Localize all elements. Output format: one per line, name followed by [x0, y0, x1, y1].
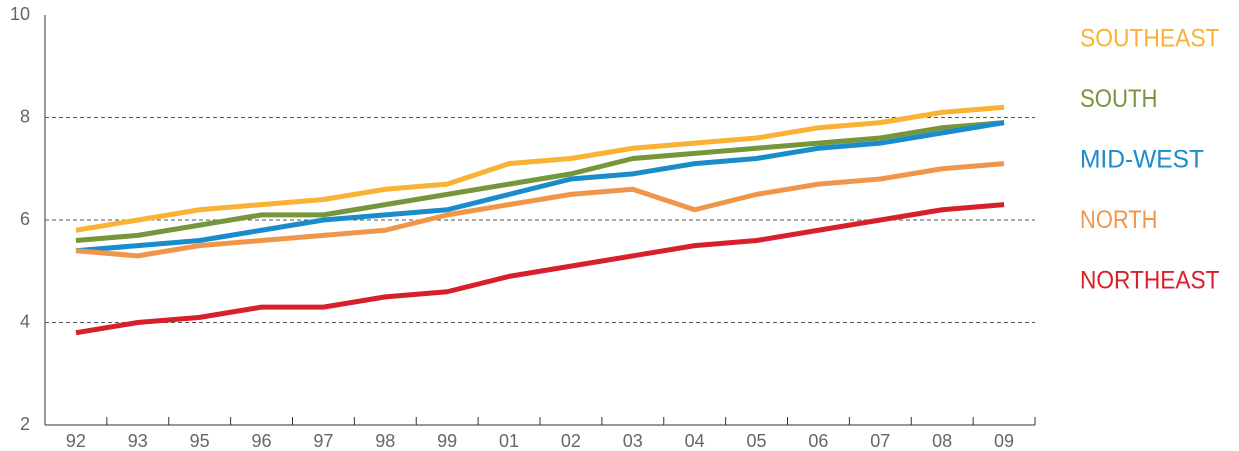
- x-tick-label: 09: [994, 431, 1014, 451]
- line-series: [75, 104, 1005, 233]
- x-tick-label: 96: [252, 431, 272, 451]
- legend-label: SOUTHEAST: [1080, 25, 1220, 53]
- line-series: [75, 120, 1005, 243]
- y-tick-label: 8: [20, 106, 30, 126]
- legend-label: NORTH: [1080, 206, 1158, 234]
- x-tick-label: 93: [128, 431, 148, 451]
- y-tick-label: 6: [20, 209, 30, 229]
- x-tick-label: 07: [870, 431, 890, 451]
- x-tick-label: 08: [932, 431, 952, 451]
- x-tick-label: 05: [747, 431, 767, 451]
- x-tick-label: 04: [685, 431, 705, 451]
- y-tick-label: 2: [20, 414, 30, 434]
- y-tick-label: 4: [20, 311, 30, 331]
- x-tick-label: 06: [808, 431, 828, 451]
- x-tick-label: 97: [313, 431, 333, 451]
- line-series: [75, 161, 1005, 259]
- line-series: [75, 120, 1005, 254]
- legend-label: NORTHEAST: [1080, 267, 1220, 295]
- x-tick-label: 95: [190, 431, 210, 451]
- x-tick-label: 98: [375, 431, 395, 451]
- x-tick-label: 02: [561, 431, 581, 451]
- x-tick-label: 01: [499, 431, 519, 451]
- line-series: [75, 202, 1005, 336]
- y-tick-label: 10: [10, 4, 30, 24]
- x-tick-label: 92: [66, 431, 86, 451]
- x-tick-label: 99: [437, 431, 457, 451]
- legend-label: MID-WEST: [1080, 146, 1204, 174]
- legend-label: SOUTH: [1080, 85, 1158, 113]
- x-tick-label: 03: [623, 431, 643, 451]
